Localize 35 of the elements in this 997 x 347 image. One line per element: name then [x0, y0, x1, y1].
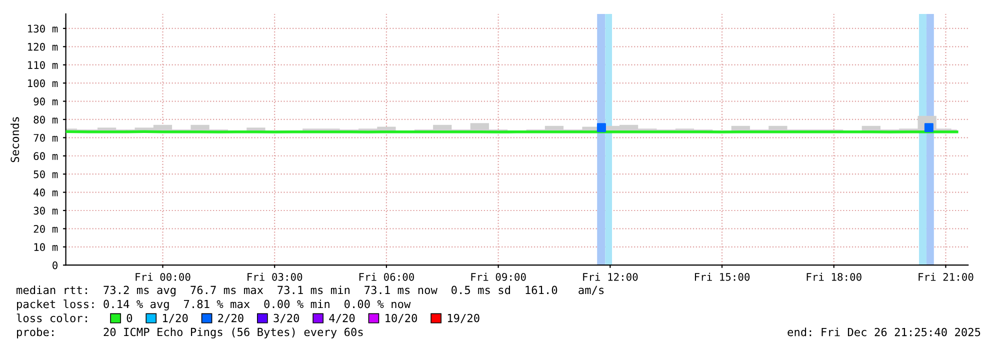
legend-label: 10/20	[386, 314, 417, 324]
text: end: Fri Dec 26 21:25:40 2025	[788, 328, 980, 336]
y-axis-title: Seconds	[10, 117, 20, 162]
y-tick-label: 0	[52, 261, 58, 270]
y-tick-label: 70 m	[34, 134, 58, 142]
text: probe: 20 ICMP Echo Pings (56 Bytes) every 60s	[17, 328, 363, 338]
legend-label: 2/20	[218, 314, 244, 324]
y-tick-label: 60 m	[34, 152, 58, 160]
y-tick-label: 120 m	[28, 42, 58, 51]
x-tick-label: Fri 18:00	[806, 272, 862, 281]
legend-label: 3/20	[274, 314, 300, 324]
y-tick-label: 20 m	[34, 224, 58, 233]
y-tick-label: 130 m	[28, 24, 58, 33]
y-tick-label: 110 m	[28, 61, 58, 69]
x-tick-label: Fri 15:00	[694, 272, 750, 281]
y-tick-label: 30 m	[34, 206, 58, 215]
y-tick-label: 90 m	[34, 98, 58, 106]
text: median rtt: 73.2 ms avg 76.7 ms max 73.1 ms min 73.1 ms now 0.5 ms sd 161.0 am/s	[16, 286, 604, 296]
x-tick-label: Fri 12:00	[583, 272, 638, 281]
x-tick-label: Fri 09:00	[471, 272, 526, 281]
y-tick-label: 80 m	[34, 116, 58, 124]
y-tick-label: 10 m	[34, 243, 58, 252]
legend-label: 4/20	[329, 314, 355, 324]
x-tick-label: Fri 06:00	[359, 272, 414, 281]
legend-label: 0	[126, 314, 132, 322]
y-tick-label: 100 m	[28, 79, 58, 88]
legend-title: loss color:	[16, 314, 87, 322]
text: packet loss: 0.14 % avg 7.81 % max 0.00 % min 0.00 % now	[17, 300, 411, 310]
legend-label: 1/20	[163, 314, 188, 324]
x-tick-label: Fri 00:00	[136, 272, 190, 281]
y-tick-label: 40 m	[34, 188, 58, 196]
y-tick-label: 50 m	[34, 170, 58, 178]
x-tick-label: Fri 21:00	[918, 272, 974, 281]
legend-label: 19/20	[448, 314, 480, 324]
x-tick-label: Fri 03:00	[248, 272, 302, 281]
